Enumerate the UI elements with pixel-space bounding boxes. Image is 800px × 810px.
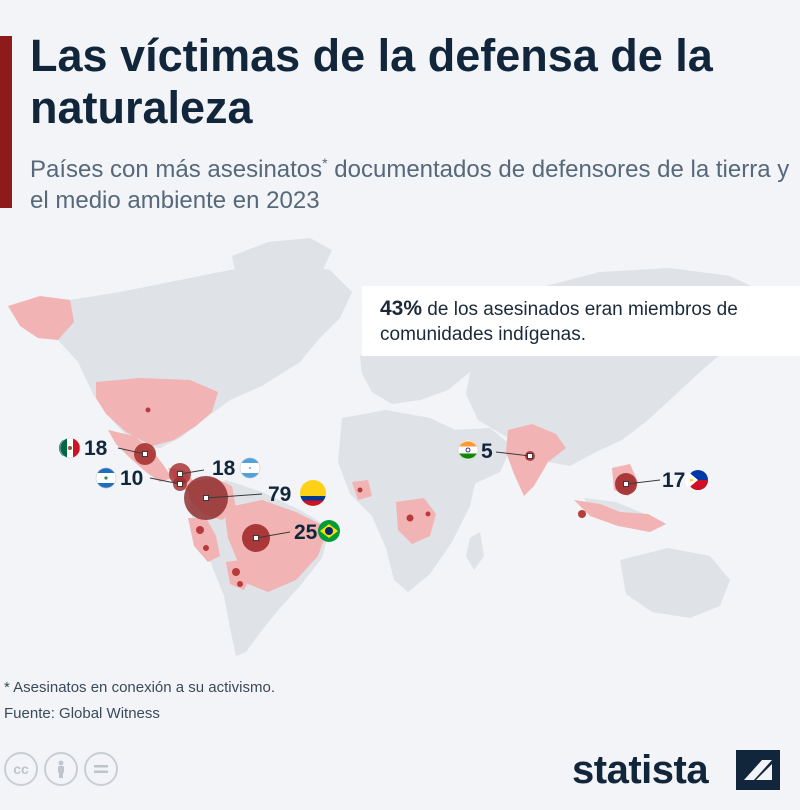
country-drc <box>396 498 436 544</box>
value-label-colombia: 79 <box>268 483 292 506</box>
mexico-flag <box>59 437 81 459</box>
leader-philippines <box>625 479 661 485</box>
center-brazil <box>253 535 259 541</box>
dot-nigeria <box>357 487 363 493</box>
center-honduras <box>177 471 183 477</box>
callout-text: de los asesinados eran miembros de comun… <box>380 299 738 345</box>
leader-honduras <box>179 469 205 475</box>
center-philippines <box>623 481 629 487</box>
center-colombia <box>203 495 209 501</box>
value-label-philippines: 17 <box>662 469 686 492</box>
land-greenland <box>232 238 332 302</box>
callout-highlight: 43% <box>380 297 423 320</box>
country-usa <box>96 378 218 446</box>
country-indonesia <box>574 500 666 532</box>
chart-subtitle: Países con más asesinatos* documentados … <box>30 148 790 216</box>
source: Fuente: Global Witness <box>4 705 160 722</box>
subtitle-main: Países con más asesinatos <box>30 156 323 183</box>
small-incident-dots <box>145 407 586 587</box>
nicaragua-flag <box>95 467 117 489</box>
leader-colombia <box>205 493 263 499</box>
honduras-flag <box>239 457 261 479</box>
dot-peru <box>196 526 204 534</box>
bubble-centers <box>142 451 629 541</box>
philippines-flag <box>684 470 708 490</box>
statista-logo-text[interactable]: statista <box>572 748 709 792</box>
leader-nicaragua <box>149 477 181 485</box>
leader-lines <box>117 447 661 539</box>
value-label-india: 5 <box>481 440 493 463</box>
brazil-flag <box>318 520 340 542</box>
attribution-icon[interactable] <box>44 752 78 786</box>
dot-usa <box>145 407 151 413</box>
dot-ecuador <box>203 545 209 551</box>
subtitle-rest: documentados de defensores de la tierra … <box>30 156 790 214</box>
dot-drc-1 <box>406 514 414 522</box>
country-alaska <box>8 296 74 340</box>
leader-mexico <box>117 447 146 455</box>
chart-title: Las víctimas de la defensa de la natural… <box>30 30 713 133</box>
country-peru <box>188 518 220 562</box>
no-derivatives-icon[interactable] <box>84 752 118 786</box>
land-australia <box>620 548 730 618</box>
center-nicaragua <box>177 481 183 487</box>
land-madagascar <box>466 532 484 570</box>
dot-indonesia <box>578 510 586 518</box>
accent-bar <box>0 36 12 208</box>
india-flag <box>457 439 479 461</box>
license-icons: cc <box>4 752 118 786</box>
leader-brazil <box>255 531 291 539</box>
center-mexico <box>142 451 148 457</box>
leader-india <box>495 451 531 457</box>
value-label-honduras: 18 <box>212 457 236 480</box>
dot-chile <box>232 568 240 576</box>
statista-logo-icon <box>736 750 780 790</box>
footnote: * Asesinatos en conexión a su activismo. <box>4 679 275 696</box>
value-label-nicaragua: 10 <box>120 467 144 490</box>
center-india <box>527 453 533 459</box>
country-india <box>506 424 566 496</box>
value-label-mexico: 18 <box>84 437 108 460</box>
creative-commons-icon[interactable]: cc <box>4 752 38 786</box>
colombia-flag <box>300 480 326 506</box>
indigenous-callout: 43% de los asesinados eran miembros de c… <box>362 286 800 356</box>
country-brazil <box>224 500 328 592</box>
dot-drc-2 <box>425 511 431 517</box>
dot-argentina <box>237 581 243 587</box>
subtitle-asterisk: * <box>322 155 328 171</box>
value-label-brazil: 25 <box>294 521 318 544</box>
